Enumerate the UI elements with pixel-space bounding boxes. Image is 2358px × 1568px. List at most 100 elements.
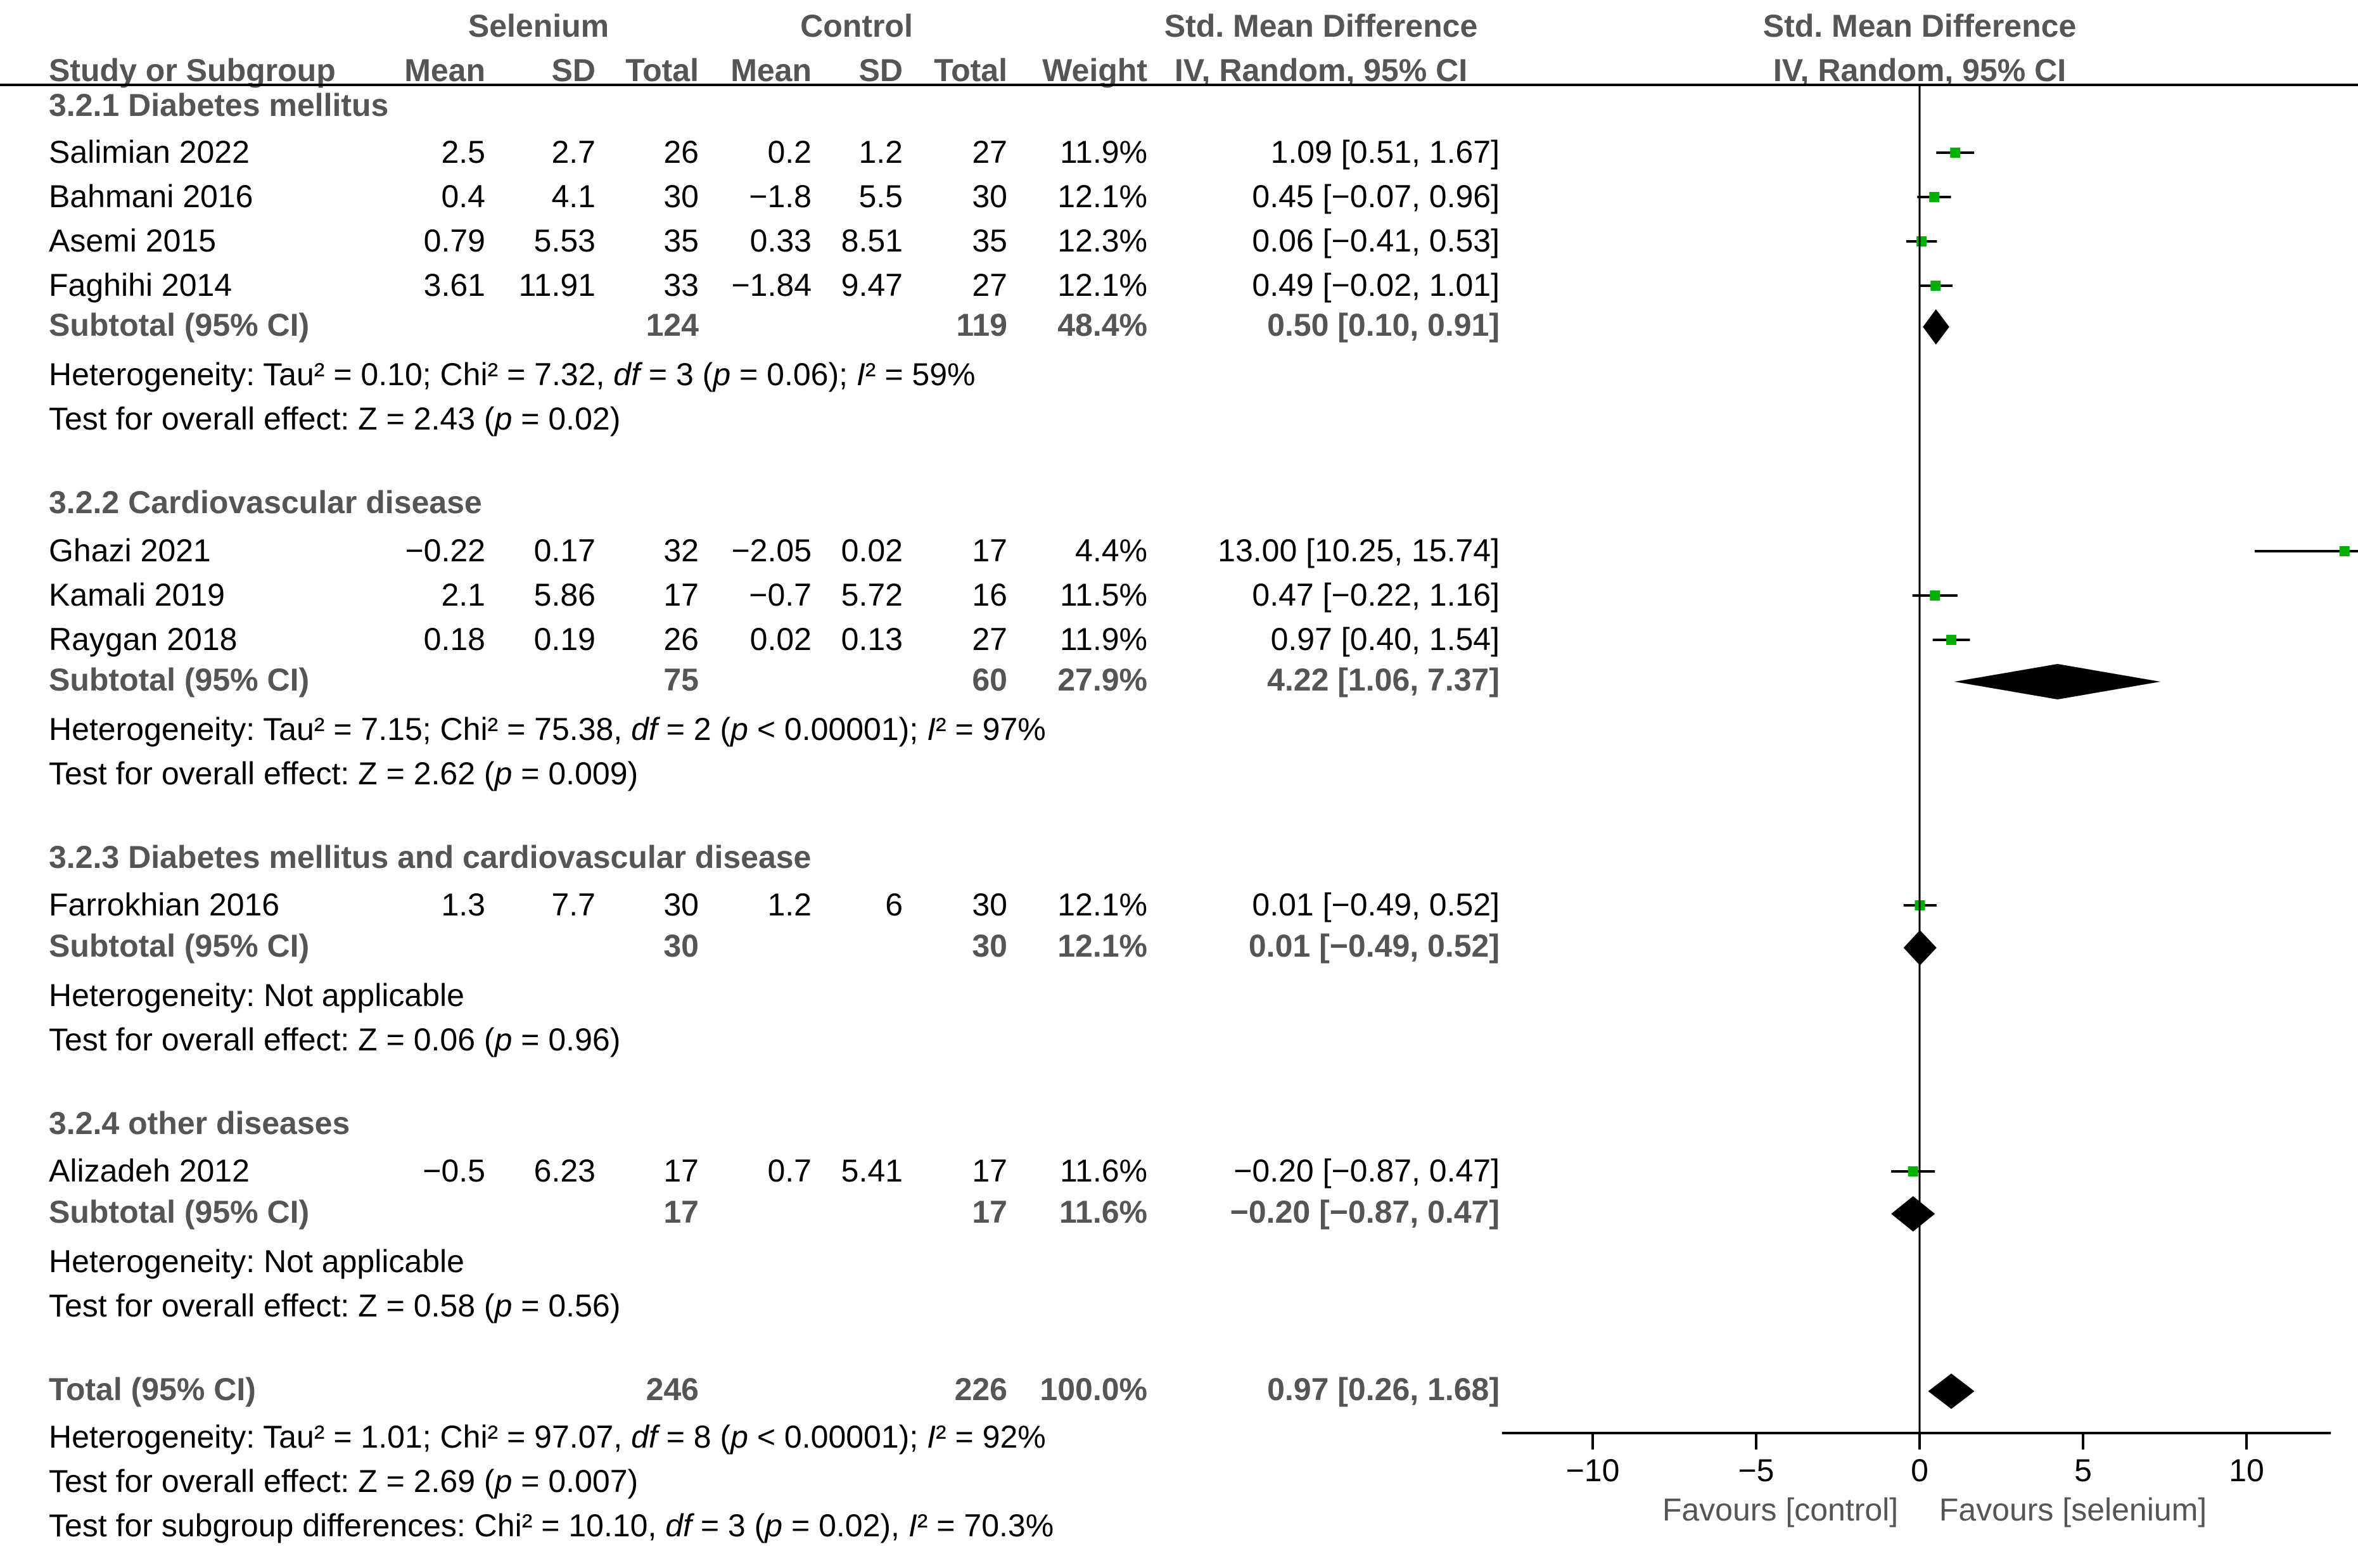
- total-heterogeneity-text: Heterogeneity: Tau² = 1.01; Chi² = 97.07…: [49, 1419, 1046, 1455]
- overall-effect-text-part: = 0.96): [512, 1022, 620, 1057]
- study-name: Bahmani 2016: [49, 179, 253, 214]
- subtotal-total-control: 60: [972, 662, 1007, 698]
- study-weight: 12.1%: [1057, 267, 1147, 303]
- study-total-control: 16: [972, 577, 1007, 613]
- study-weight: 11.6%: [1060, 1153, 1147, 1189]
- x-tick-label: 0: [1911, 1453, 1928, 1488]
- subtotal-weight: 11.6%: [1059, 1194, 1147, 1230]
- subgroup-title: 3.2.3 Diabetes mellitus and cardiovascul…: [49, 839, 811, 875]
- overall-effect-text-part: p: [494, 1288, 513, 1323]
- study-point: [1908, 1166, 1918, 1176]
- study-sd-control: 0.13: [841, 621, 903, 657]
- overall-effect-text-part: = 0.56): [512, 1288, 620, 1323]
- header-plot-title: Std. Mean Difference: [1763, 8, 2077, 44]
- heterogeneity-text-part: p: [729, 711, 748, 747]
- heterogeneity-text: Heterogeneity: Not applicable: [49, 1244, 464, 1279]
- study-mean-selenium: 0.79: [424, 223, 485, 258]
- heterogeneity-text-part: Heterogeneity: Not applicable: [49, 978, 464, 1013]
- overall-effect-text-part: Test for overall effect: Z = 2.62 (: [49, 756, 495, 791]
- overall-effect-text-part: p: [494, 401, 513, 437]
- total-label: Total (95% CI): [49, 1372, 256, 1407]
- study-mean-control: 0.02: [750, 621, 812, 657]
- study-total-control: 35: [972, 223, 1007, 258]
- header-study: Study or Subgroup: [49, 53, 336, 88]
- study-total-control: 17: [972, 1153, 1007, 1189]
- subgroup-differences-text-part: Test for subgroup differences: Chi² = 10…: [49, 1508, 665, 1543]
- header-mean2: Mean: [730, 53, 812, 88]
- study-total-control: 30: [972, 887, 1007, 922]
- study-point: [1929, 192, 1940, 202]
- heterogeneity-text-part: I: [927, 711, 936, 747]
- study-point: [1916, 236, 1927, 246]
- total-heterogeneity-text-part: p: [729, 1419, 748, 1455]
- heterogeneity-text-part: ² = 59%: [865, 357, 976, 392]
- total-diamond: [1928, 1374, 1975, 1409]
- study-mean-control: −0.7: [749, 577, 812, 613]
- study-sd-selenium: 6.23: [534, 1153, 596, 1189]
- study-sd-selenium: 7.7: [551, 887, 596, 922]
- study-total-control: 30: [972, 179, 1007, 214]
- study-total-control: 27: [972, 621, 1007, 657]
- subtotal-label: Subtotal (95% CI): [49, 307, 309, 343]
- subtotal-ci: 0.01 [−0.49, 0.52]: [1249, 928, 1500, 964]
- header-mean1: Mean: [404, 53, 485, 88]
- subtotal-ci: 4.22 [1.06, 7.37]: [1267, 662, 1500, 698]
- header-plot-method: IV, Random, 95% CI: [1773, 53, 2066, 88]
- overall-effect-text-part: = 0.02): [512, 401, 620, 437]
- subtotal-ci: −0.20 [−0.87, 0.47]: [1230, 1194, 1500, 1230]
- subtotal-total-control: 17: [972, 1194, 1007, 1230]
- study-name: Faghihi 2014: [49, 267, 232, 303]
- total-heterogeneity-text-part: Heterogeneity: Tau² = 1.01; Chi² = 97.07…: [49, 1419, 631, 1455]
- study-mean-control: −2.05: [731, 533, 812, 568]
- heterogeneity-text-part: Heterogeneity: Tau² = 0.10; Chi² = 7.32,: [49, 357, 613, 392]
- overall-effect-text-part: Test for overall effect: Z = 0.58 (: [49, 1288, 495, 1323]
- subtotal-weight: 12.1%: [1057, 928, 1147, 964]
- overall-effect-text-part: p: [494, 1022, 513, 1057]
- heterogeneity-text-part: ² = 97%: [936, 711, 1046, 747]
- heterogeneity-text: Heterogeneity: Tau² = 7.15; Chi² = 75.38…: [49, 711, 1046, 747]
- subtotal-label: Subtotal (95% CI): [49, 928, 309, 964]
- study-sd-control: 9.47: [841, 267, 903, 303]
- overall-effect-text-part: Test for overall effect: Z = 0.06 (: [49, 1022, 495, 1057]
- study-sd-selenium: 0.19: [534, 621, 596, 657]
- study-ci: 0.49 [−0.02, 1.01]: [1252, 267, 1500, 303]
- header-sd1: SD: [552, 53, 596, 88]
- study-ci: −0.20 [−0.87, 0.47]: [1233, 1153, 1500, 1189]
- subtotal-label: Subtotal (95% CI): [49, 662, 309, 698]
- overall-effect-text-part: Test for overall effect: Z = 2.43 (: [49, 401, 495, 437]
- study-weight: 12.1%: [1057, 179, 1147, 214]
- study-sd-selenium: 0.17: [534, 533, 596, 568]
- subtotal-label: Subtotal (95% CI): [49, 1194, 309, 1230]
- study-mean-control: 1.2: [767, 887, 812, 922]
- x-tick-label: −5: [1738, 1453, 1774, 1488]
- subtotal-diamond: [1923, 309, 1949, 345]
- study-weight: 12.1%: [1057, 887, 1147, 922]
- heterogeneity-text-part: df: [613, 357, 643, 392]
- subgroup-title: 3.2.4 other diseases: [49, 1106, 350, 1141]
- subgroup-differences-text-part: I: [908, 1508, 917, 1543]
- subgroup-title: 3.2.1 Diabetes mellitus: [49, 87, 388, 123]
- study-mean-selenium: 2.5: [441, 134, 485, 170]
- overall-effect-text-part: = 0.009): [512, 756, 638, 791]
- study-total-control: 27: [972, 134, 1007, 170]
- subtotal-diamond: [1891, 1196, 1935, 1232]
- total-overall-effect-text-part: Test for overall effect: Z = 2.69 (: [49, 1463, 495, 1499]
- subgroup-differences-text: Test for subgroup differences: Chi² = 10…: [49, 1508, 1054, 1543]
- total-heterogeneity-text-part: df: [631, 1419, 661, 1455]
- heterogeneity-text-part: = 3 (: [640, 357, 713, 392]
- study-mean-selenium: −0.22: [405, 533, 485, 568]
- total-overall-effect-text-part: p: [494, 1463, 513, 1499]
- header-total2: Total: [934, 53, 1007, 88]
- study-sd-control: 5.41: [841, 1153, 903, 1189]
- study-total-selenium: 17: [663, 577, 699, 613]
- subtotal-total-control: 119: [956, 307, 1007, 343]
- study-name: Asemi 2015: [49, 223, 216, 258]
- study-total-control: 17: [972, 533, 1007, 568]
- study-mean-selenium: 1.3: [441, 887, 485, 922]
- heterogeneity-text-part: < 0.00001);: [748, 711, 927, 747]
- study-ci: 0.97 [0.40, 1.54]: [1271, 621, 1500, 657]
- header-sd2: SD: [859, 53, 903, 88]
- study-point: [1946, 635, 1957, 645]
- study-weight: 4.4%: [1075, 533, 1147, 568]
